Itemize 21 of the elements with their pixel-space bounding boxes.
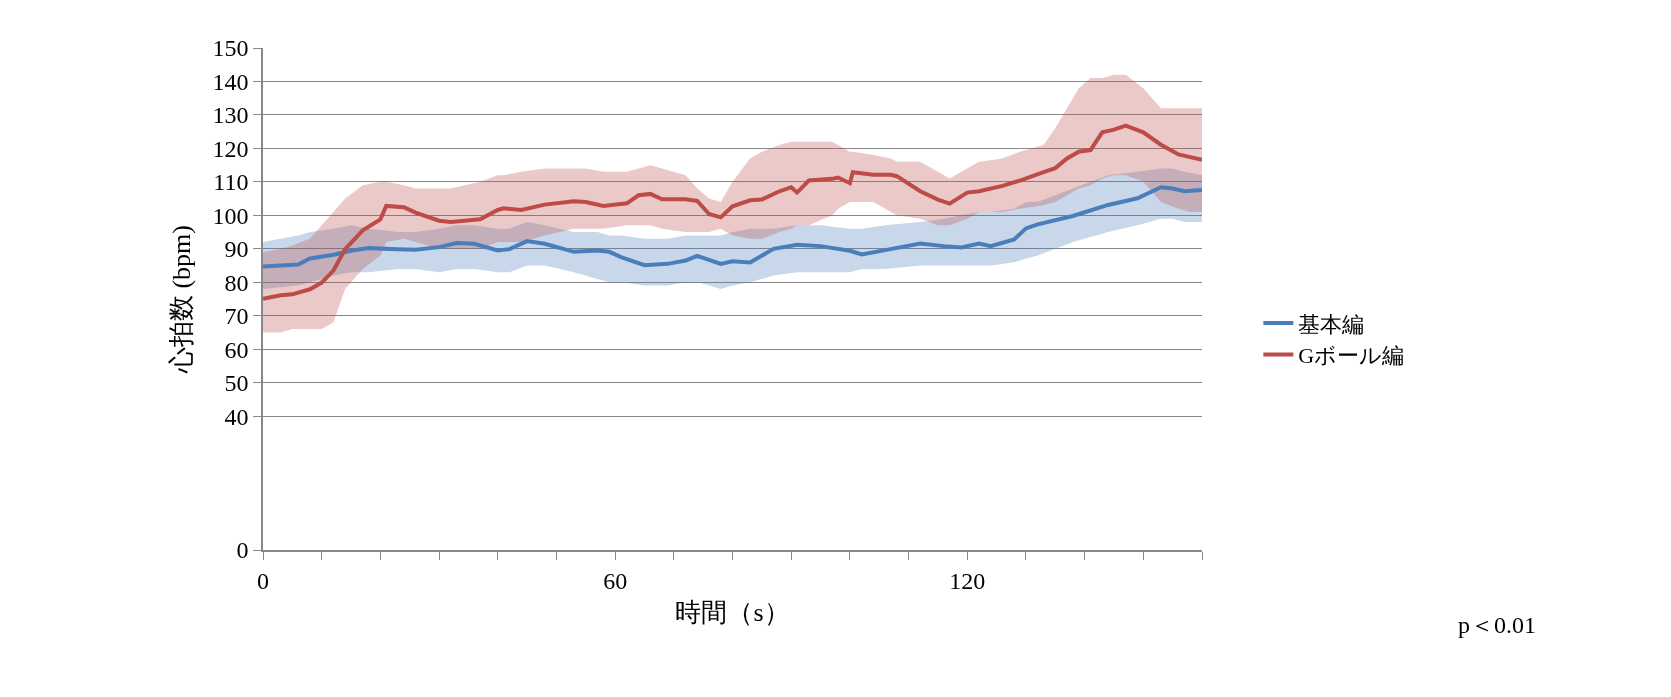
y-tick-label: 150: [212, 35, 249, 62]
x-tick-label: 0: [257, 567, 269, 594]
legend-label: 基本編: [1298, 311, 1365, 337]
y-tick-label: 50: [224, 370, 249, 397]
x-axis-title: 時間（s）: [675, 597, 790, 627]
y-tick-label: 40: [224, 403, 249, 430]
legend-label: Gボール編: [1298, 343, 1405, 369]
y-tick-label: 110: [213, 169, 249, 196]
y-axis-title: 心拍数 (bpm): [167, 224, 197, 375]
y-tick-label: 100: [212, 202, 249, 229]
y-tick-label: 130: [212, 102, 249, 129]
y-tick-label: 80: [224, 269, 249, 296]
y-tick-label: 0: [236, 537, 249, 564]
y-tick-label: 120: [212, 135, 249, 162]
x-tick-label: 120: [949, 567, 986, 594]
y-tick-label: 90: [224, 236, 249, 263]
y-tick-label: 140: [212, 68, 249, 95]
x-tick-label: 60: [603, 567, 628, 594]
y-tick-label: 70: [224, 303, 249, 330]
text: p＜0.01: [1458, 612, 1536, 638]
y-tick-label: 60: [224, 336, 249, 363]
